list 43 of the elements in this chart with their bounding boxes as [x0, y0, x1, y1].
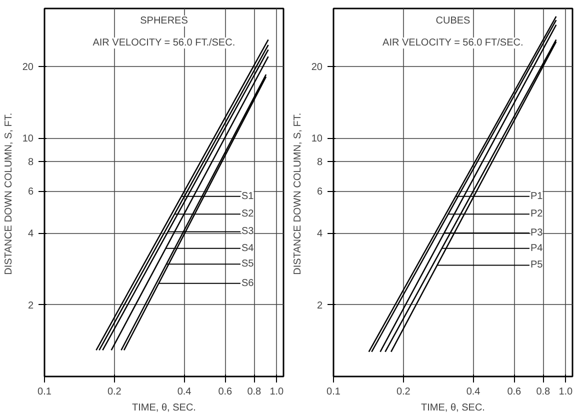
x-tick-label: 0.8 — [247, 386, 262, 398]
y-tick-label: 10 — [22, 134, 34, 145]
text: CUBES — [436, 16, 471, 26]
annotation: S4 — [241, 242, 254, 254]
y-tick-label: 4 — [28, 228, 34, 240]
x-tick-label: 0.2 — [107, 386, 122, 398]
y-tick-label: 20 — [311, 62, 323, 73]
annotation: S1 — [241, 190, 254, 202]
y-axis-title: DISTANCE DOWN COLUMN, S, FT. — [3, 112, 14, 275]
y-tick-label: 4 — [316, 228, 323, 240]
text: SPHERES — [140, 16, 188, 26]
x-axis-title: TIME, θ, SEC. — [132, 402, 196, 414]
annotation: P5 — [530, 260, 544, 271]
x-tick-label: 0.6 — [507, 386, 522, 398]
y-tick-label: 6 — [316, 186, 323, 198]
x-tick-label: 0.4 — [177, 386, 192, 398]
text: AIR VELOCITY = 56.0 FT./SEC. — [92, 38, 236, 48]
x-tick-label: 0.1 — [326, 386, 341, 398]
y-tick-label: 6 — [28, 186, 34, 198]
y-tick-label: 2 — [28, 300, 34, 312]
annotation: P4 — [530, 242, 544, 254]
y-tick-label: 8 — [28, 156, 34, 168]
x-tick-label: 1.0 — [558, 386, 574, 398]
y-tick-label: 20 — [22, 62, 34, 73]
annotation: S3 — [241, 226, 254, 238]
annotation: P2 — [530, 208, 544, 220]
y-axis-title: DISTANCE DOWN COLUMN, S, FT. — [292, 112, 304, 275]
x-tick-label: 1.0 — [270, 386, 284, 398]
annotation: P1 — [530, 190, 544, 202]
annotation: S5 — [241, 258, 254, 270]
y-tick-label: 2 — [316, 300, 323, 312]
annotation: S2 — [241, 208, 254, 220]
x-tick-label: 0.2 — [396, 386, 411, 398]
x-tick-label: 0.1 — [38, 386, 52, 398]
x-tick-label: 0.8 — [536, 386, 551, 398]
annotation: P3 — [530, 228, 544, 239]
x-tick-label: 0.6 — [218, 386, 233, 398]
y-tick-label: 10 — [311, 134, 323, 145]
text: AIR VELOCITY = 56.0 FT/SEC. — [382, 38, 524, 48]
annotation: S6 — [241, 278, 254, 289]
y-tick-label: 8 — [316, 156, 323, 168]
x-axis-title: TIME, θ, SEC. — [421, 402, 485, 414]
x-tick-label: 0.4 — [466, 386, 481, 398]
